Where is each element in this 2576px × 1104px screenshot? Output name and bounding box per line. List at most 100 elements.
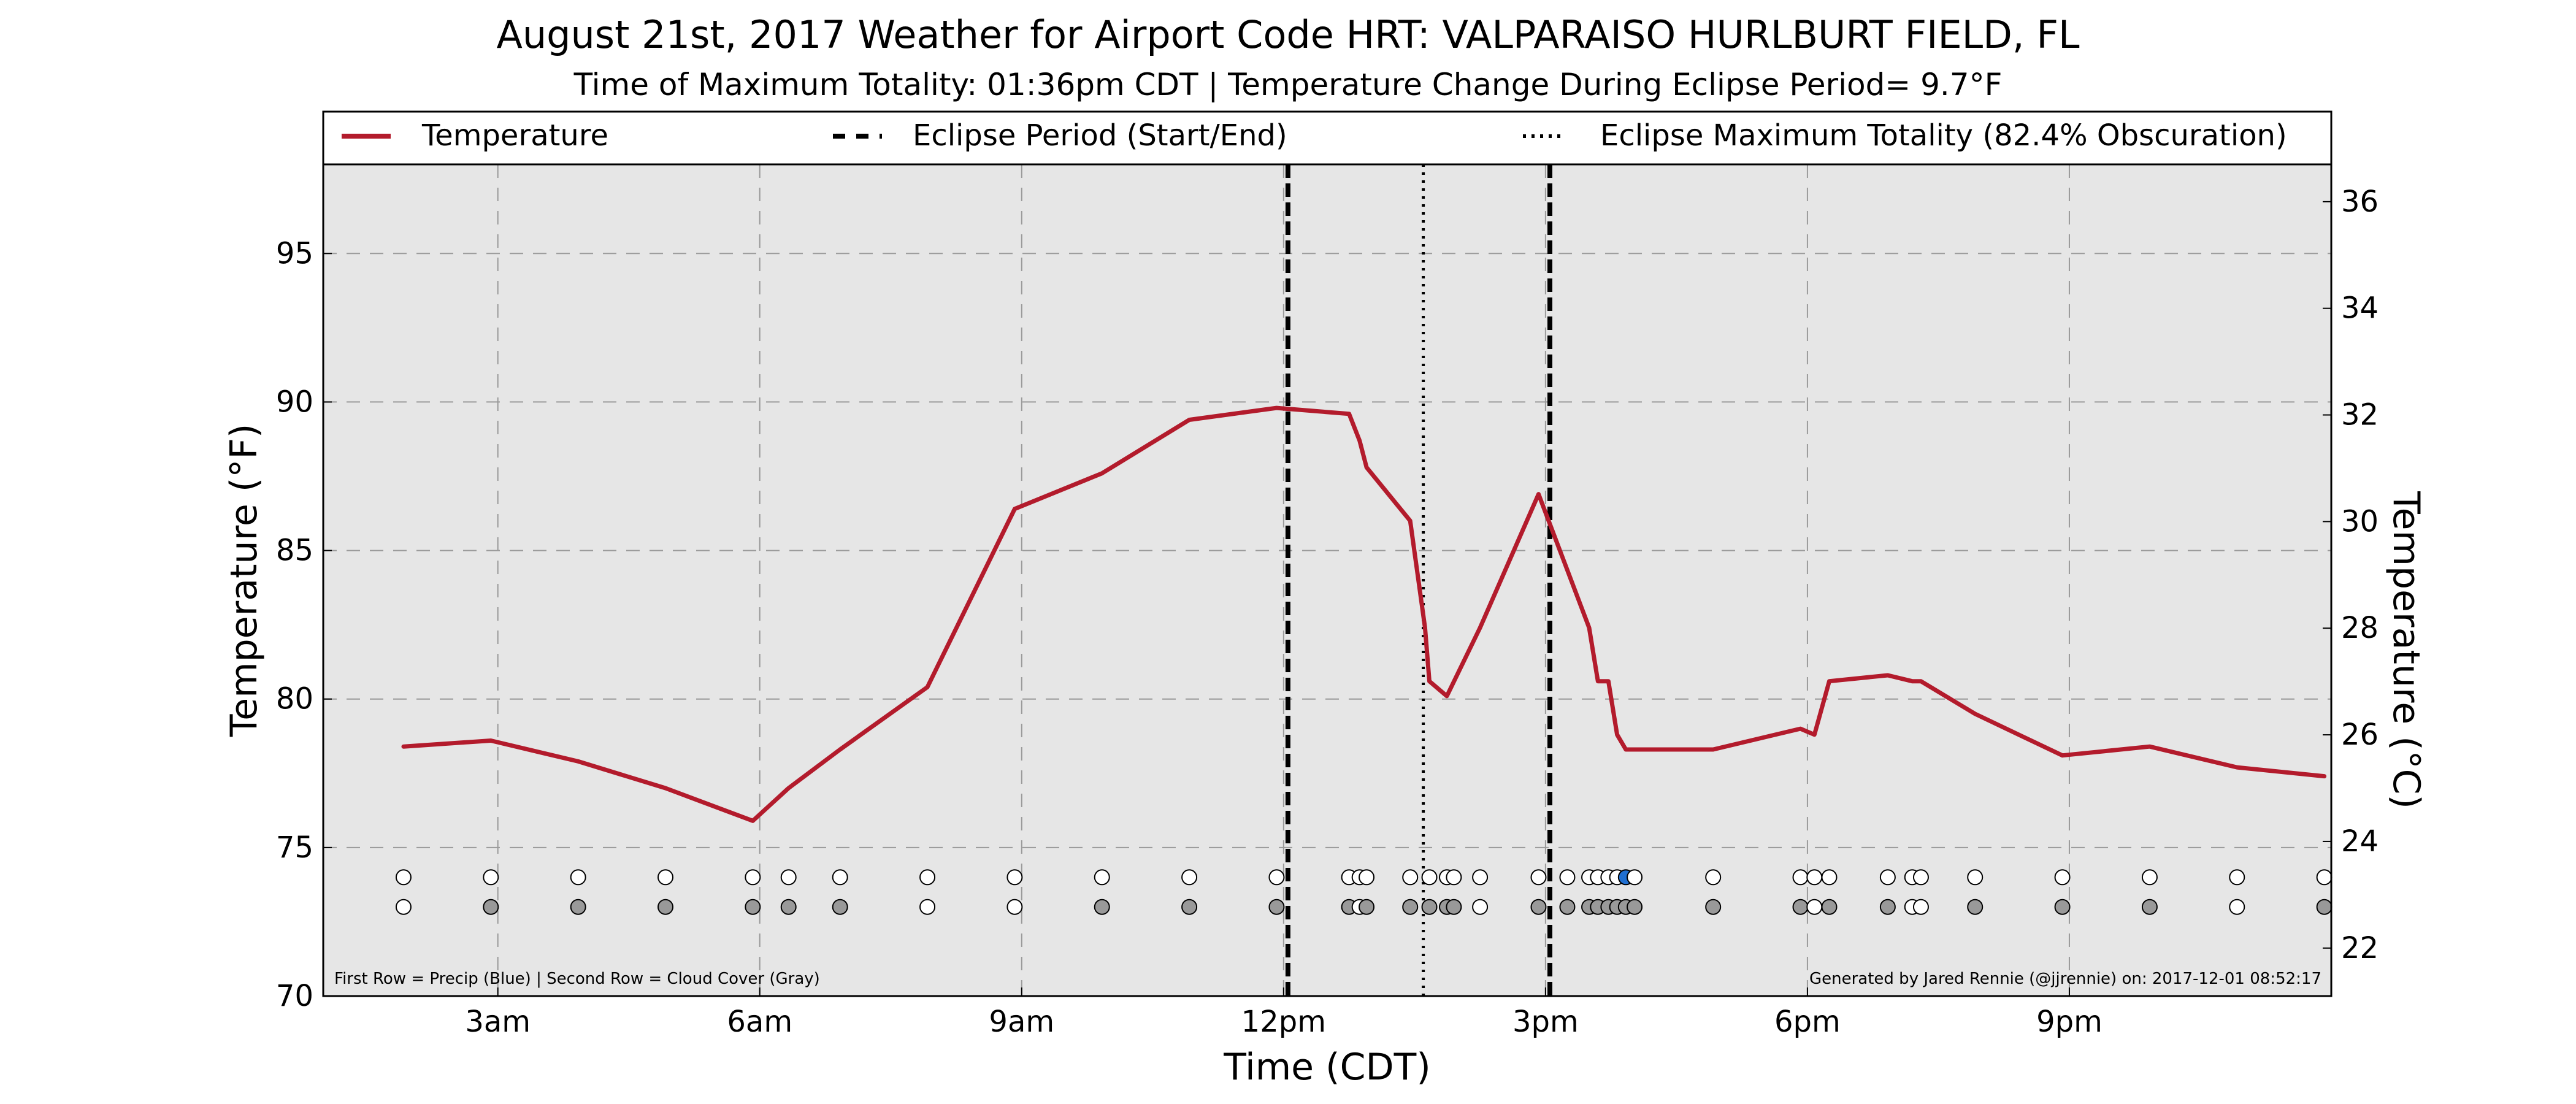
cloud-cover-marker: [745, 899, 761, 915]
precip-marker: [1006, 869, 1023, 886]
precip-marker: [657, 869, 674, 886]
precip-marker: [1821, 869, 1838, 886]
precip-marker: [832, 869, 848, 886]
precip-marker: [2229, 869, 2245, 886]
y-axis-right-ticks: 22 24 26 28 30 32 34 36: [2323, 185, 2379, 965]
precip-marker: [1530, 869, 1547, 886]
cloud-cover-marker: [2141, 899, 2158, 915]
x-tick-label: 9am: [989, 1005, 1054, 1039]
precip-marker: [2316, 869, 2333, 886]
cloud-cover-marker: [1402, 899, 1419, 915]
precip-marker: [570, 869, 586, 886]
annotation-right: Generated by Jared Rennie (@jjrennie) on…: [1809, 970, 2321, 988]
cloud-cover-marker: [1006, 899, 1023, 915]
precip-marker: [745, 869, 761, 886]
y2-tick-label: 22: [2341, 931, 2379, 965]
cloud-cover-marker: [832, 899, 848, 915]
precip-marker: [1402, 869, 1419, 886]
x-axis-label: Time (CDT): [1223, 1046, 1430, 1089]
precip-marker: [1627, 869, 1643, 886]
legend: Temperature Eclipse Period (Start/End) E…: [342, 118, 2287, 153]
cloud-cover-marker: [2054, 899, 2071, 915]
precip-marker: [1181, 869, 1198, 886]
y2-tick-label: 36: [2341, 185, 2379, 219]
precip-marker: [1559, 869, 1576, 886]
x-tick-label: 3am: [465, 1005, 531, 1039]
cloud-cover-marker: [1821, 899, 1838, 915]
precip-marker: [1912, 869, 1929, 886]
plot-area: [323, 164, 2331, 996]
precip-marker: [1094, 869, 1110, 886]
y-axis-right-label: Temperature (°C): [2385, 491, 2428, 809]
cloud-cover-marker: [1530, 899, 1547, 915]
y-tick-label: 80: [276, 682, 313, 716]
y2-tick-label: 24: [2341, 824, 2379, 859]
cloud-cover-marker: [1359, 899, 1375, 915]
precip-marker: [780, 869, 797, 886]
y-axis-label: Temperature (°F): [223, 424, 266, 737]
y-tick-label: 75: [276, 830, 313, 865]
cloud-cover-marker: [570, 899, 586, 915]
cloud-cover-marker: [1879, 899, 1896, 915]
cloud-cover-marker: [483, 899, 499, 915]
y2-tick-label: 28: [2341, 611, 2379, 645]
cloud-cover-marker: [1181, 899, 1198, 915]
y2-tick-label: 32: [2341, 398, 2379, 432]
y-axis-left-ticks: 70 75 80 85 90 95: [276, 236, 332, 1013]
x-tick-label: 12pm: [1241, 1005, 1326, 1039]
chart-title: August 21st, 2017 Weather for Airport Co…: [496, 12, 2080, 57]
precip-marker: [483, 869, 499, 886]
cloud-cover-marker: [1421, 899, 1438, 915]
cloud-cover-marker: [1792, 899, 1809, 915]
precip-marker: [2054, 869, 2071, 886]
precip-marker: [1359, 869, 1375, 886]
precip-marker: [1806, 869, 1823, 886]
precip-marker: [1446, 869, 1462, 886]
cloud-cover-marker: [2229, 899, 2245, 915]
cloud-cover-marker: [1912, 899, 1929, 915]
x-axis-ticks: 3am 6am 9am 12pm 3pm 6pm 9pm: [465, 987, 2103, 1039]
x-tick-label: 6am: [727, 1005, 792, 1039]
precip-marker: [1967, 869, 1984, 886]
cloud-cover-marker: [1094, 899, 1110, 915]
cloud-cover-marker: [780, 899, 797, 915]
precip-marker: [1268, 869, 1285, 886]
x-tick-label: 6pm: [1774, 1005, 1841, 1039]
y-tick-label: 95: [276, 236, 313, 270]
annotation-left: First Row = Precip (Blue) | Second Row =…: [334, 970, 820, 988]
cloud-cover-marker: [1627, 899, 1643, 915]
precip-marker: [919, 869, 936, 886]
y2-tick-label: 34: [2341, 291, 2379, 326]
cloud-cover-marker: [2316, 899, 2333, 915]
y-tick-label: 85: [276, 534, 313, 568]
cloud-cover-marker: [1967, 899, 1984, 915]
y-tick-label: 90: [276, 385, 313, 419]
x-tick-label: 3pm: [1512, 1005, 1579, 1039]
cloud-cover-marker: [1446, 899, 1462, 915]
cloud-cover-marker: [1268, 899, 1285, 915]
temperature-series: [401, 405, 2327, 823]
observation-points: [395, 869, 2333, 915]
cloud-cover-marker: [1472, 899, 1489, 915]
cloud-cover-marker: [657, 899, 674, 915]
legend-temperature-label: Temperature: [421, 118, 608, 153]
precip-marker: [1421, 869, 1438, 886]
precip-marker: [2141, 869, 2158, 886]
y2-tick-label: 30: [2341, 504, 2379, 539]
precip-marker: [1472, 869, 1489, 886]
cloud-cover-marker: [395, 899, 412, 915]
cloud-cover-marker: [1559, 899, 1576, 915]
plot-frame: [322, 110, 2333, 997]
legend-max-totality-label: Eclipse Maximum Totality (82.4% Obscurat…: [1600, 118, 2287, 153]
precip-marker: [395, 869, 412, 886]
grid-lines: [323, 164, 2331, 996]
y2-tick-label: 26: [2341, 718, 2379, 752]
legend-eclipse-period-label: Eclipse Period (Start/End): [913, 118, 1287, 153]
cloud-cover-marker: [919, 899, 936, 915]
x-tick-label: 9pm: [2036, 1005, 2103, 1039]
cloud-cover-marker: [1806, 899, 1823, 915]
cloud-cover-marker: [1705, 899, 1722, 915]
temperature-line: [401, 405, 2327, 823]
precip-marker: [1879, 869, 1896, 886]
